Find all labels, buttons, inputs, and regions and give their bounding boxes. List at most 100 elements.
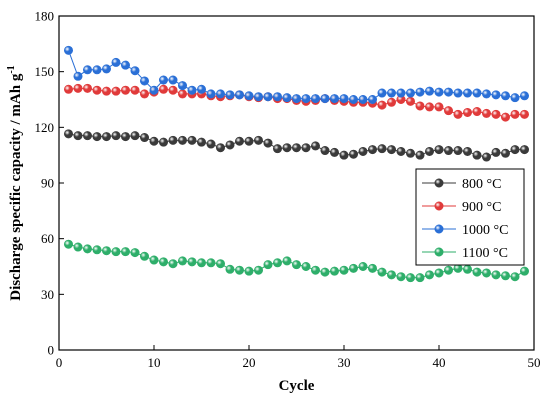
data-point — [92, 65, 102, 75]
data-point — [310, 265, 320, 275]
data-point — [510, 93, 520, 103]
data-point — [254, 265, 264, 275]
data-point — [111, 247, 121, 257]
data-point — [415, 87, 425, 97]
data-point — [405, 88, 415, 98]
data-point — [111, 57, 121, 67]
data-point — [92, 132, 102, 142]
data-point — [396, 88, 406, 98]
legend-box — [415, 168, 525, 266]
data-point — [500, 112, 510, 122]
data-point — [472, 107, 482, 117]
data-point — [405, 273, 415, 283]
data-point — [320, 94, 330, 104]
data-point — [111, 86, 121, 96]
data-point — [443, 265, 453, 275]
data-point — [187, 85, 197, 95]
data-point — [235, 265, 245, 275]
data-point — [348, 263, 358, 273]
data-point — [339, 94, 349, 104]
data-point — [178, 256, 188, 266]
data-point — [405, 96, 415, 106]
data-point — [263, 138, 273, 148]
x-tick-label: 30 — [338, 355, 351, 370]
data-point — [111, 131, 121, 141]
data-point — [197, 258, 207, 268]
legend-label: 1100 °C — [462, 246, 508, 261]
data-point — [159, 75, 169, 85]
data-point — [83, 131, 93, 141]
data-point — [206, 139, 216, 149]
legend-label: 800 °C — [462, 177, 501, 192]
data-point — [339, 265, 349, 275]
data-point — [396, 146, 406, 156]
data-point — [434, 102, 444, 112]
data-point — [329, 147, 339, 157]
data-point — [510, 145, 520, 155]
data-point — [92, 245, 102, 255]
data-point — [301, 94, 311, 104]
data-point — [320, 267, 330, 277]
y-tick-label: 30 — [41, 287, 54, 302]
legend-marker — [434, 247, 444, 257]
data-point — [481, 268, 491, 278]
data-point — [396, 272, 406, 282]
data-point — [434, 87, 444, 97]
y-tick-label: 150 — [35, 64, 55, 79]
data-point — [263, 92, 273, 102]
data-point — [178, 81, 188, 91]
data-point — [159, 137, 169, 147]
data-point — [519, 145, 529, 155]
data-point — [472, 267, 482, 277]
data-point — [386, 97, 396, 107]
data-point — [64, 84, 74, 94]
data-point — [140, 251, 150, 261]
data-point — [73, 131, 83, 141]
data-point — [225, 140, 235, 150]
data-point — [348, 149, 358, 159]
data-point — [358, 261, 368, 271]
data-point — [424, 86, 434, 96]
data-point — [102, 246, 112, 256]
data-point — [64, 129, 74, 139]
data-point — [510, 272, 520, 282]
data-point — [83, 83, 93, 93]
data-point — [102, 132, 112, 142]
data-point — [491, 270, 501, 280]
data-point — [83, 65, 93, 75]
data-point — [235, 136, 245, 146]
data-point — [140, 89, 150, 99]
data-point — [367, 145, 377, 155]
data-point — [443, 106, 453, 116]
data-point — [130, 66, 140, 76]
data-point — [159, 257, 169, 267]
data-point — [377, 100, 387, 110]
data-point — [453, 109, 463, 119]
y-tick-label: 60 — [41, 231, 54, 246]
data-point — [491, 109, 501, 119]
data-point — [462, 107, 472, 117]
data-point — [291, 260, 301, 270]
data-point — [443, 87, 453, 97]
data-point — [462, 146, 472, 156]
data-point — [424, 270, 434, 280]
series-points — [64, 45, 529, 283]
data-point — [282, 143, 292, 153]
data-point — [197, 84, 207, 94]
data-point — [329, 266, 339, 276]
data-point — [462, 88, 472, 98]
data-point — [377, 88, 387, 98]
data-point — [415, 273, 425, 283]
legend-label: 900 °C — [462, 200, 501, 215]
data-point — [481, 108, 491, 118]
data-point — [149, 85, 159, 95]
data-point — [405, 148, 415, 158]
data-point — [453, 146, 463, 156]
data-point — [187, 257, 197, 267]
data-point — [73, 83, 83, 93]
data-point — [244, 91, 254, 101]
y-axis-title-superscript: -1 — [6, 65, 17, 73]
data-point — [282, 93, 292, 103]
y-tick-label: 180 — [35, 9, 55, 24]
data-point — [320, 146, 330, 156]
